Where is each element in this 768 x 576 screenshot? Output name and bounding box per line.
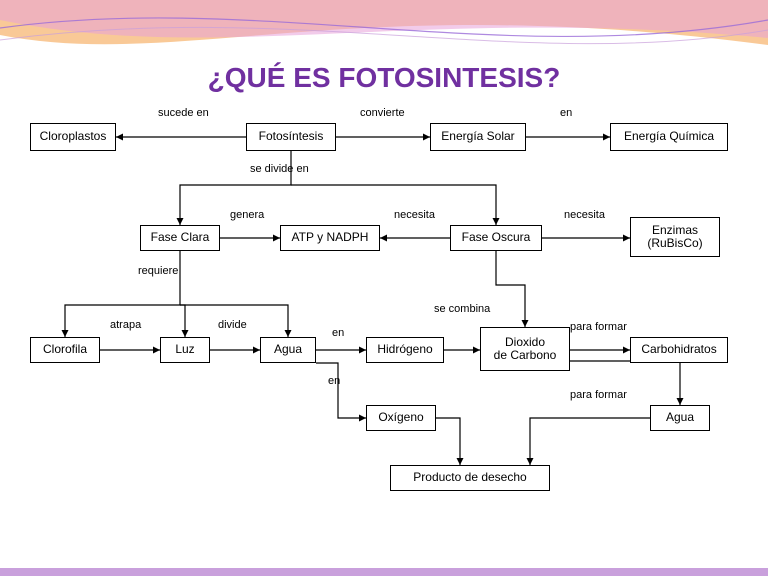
edge-label-17: para formar	[570, 321, 627, 333]
node-agua2: Agua	[650, 405, 710, 431]
edge-label-2: en	[560, 107, 572, 119]
edge-16	[496, 251, 525, 327]
node-fase_oscura: Fase Oscura	[450, 225, 542, 251]
edge-19	[436, 418, 460, 465]
page-title: ¿QUÉ ES FOTOSINTESIS?	[0, 62, 768, 94]
node-agua: Agua	[260, 337, 316, 363]
node-atp_nadph: ATP y NADPH	[280, 225, 380, 251]
edge-label-11: atrapa	[110, 319, 141, 331]
edge-label-13: en	[332, 327, 344, 339]
edge-20	[530, 418, 650, 465]
node-carbohidratos: Carbohidratos	[630, 337, 728, 363]
edge-label-8: requiere	[138, 265, 178, 277]
flowchart-diagram: Cloroplastos Fotosíntesis Energía Solar Ene…	[30, 105, 738, 545]
node-enzimas: Enzimas(RuBisCo)	[630, 217, 720, 257]
edge-label-3: se divide en	[250, 163, 309, 175]
node-oxigeno: Oxígeno	[366, 405, 436, 431]
node-cloroplastos: Cloroplastos	[30, 123, 116, 151]
edge-label-0: sucede en	[158, 107, 209, 119]
node-energia_quimica: Energía Química	[610, 123, 728, 151]
node-producto: Producto de desecho	[390, 465, 550, 491]
edge-label-18: para formar	[570, 389, 627, 401]
edge-label-1: convierte	[360, 107, 405, 119]
node-hidrogeno: Hidrógeno	[366, 337, 444, 363]
edge-9	[180, 305, 185, 337]
node-dioxido: Dioxidode Carbono	[480, 327, 570, 371]
footer-bar	[0, 568, 768, 576]
edge-14	[316, 363, 366, 418]
edge-label-6: necesita	[394, 209, 435, 221]
edge-label-15: se combina	[434, 303, 490, 315]
node-fotosintesis: Fotosíntesis	[246, 123, 336, 151]
edge-label-12: divide	[218, 319, 247, 331]
edge-label-5: genera	[230, 209, 264, 221]
node-energia_solar: Energía Solar	[430, 123, 526, 151]
edge-label-14: en	[328, 375, 340, 387]
node-luz: Luz	[160, 337, 210, 363]
edge-label-7: necesita	[564, 209, 605, 221]
node-fase_clara: Fase Clara	[140, 225, 220, 251]
node-clorofila: Clorofila	[30, 337, 100, 363]
